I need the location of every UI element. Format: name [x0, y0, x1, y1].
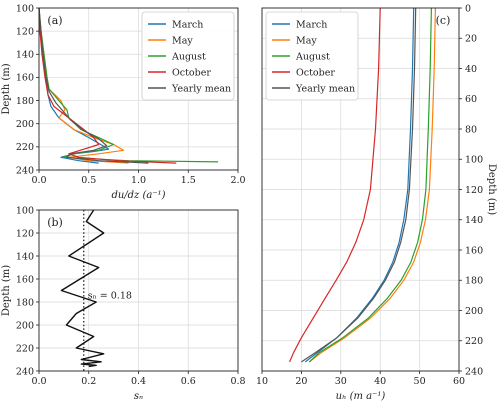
x-tick-label: 1.5	[181, 175, 196, 186]
y-tick-label: 220	[16, 142, 34, 153]
y-axis-label: Depth (m)	[486, 164, 497, 215]
legend-label: Yearly mean	[171, 84, 231, 95]
y-tick-label: 180	[465, 276, 483, 287]
series-line-august	[308, 7, 432, 363]
x-tick-label: 20	[295, 376, 307, 387]
legend-label: October	[172, 68, 211, 79]
legend-item: May	[272, 36, 317, 47]
y-tick-label: 160	[16, 274, 34, 285]
legend-item: Yearly mean	[272, 84, 355, 95]
legend: March May August October Yearly mean	[265, 11, 359, 101]
y-tick-label: 100	[465, 155, 483, 166]
x-axis-label: du/dz (a⁻¹)	[111, 190, 165, 201]
y-tick-label: 180	[16, 297, 34, 308]
y-tick-label: 200	[465, 306, 483, 317]
legend-label: March	[296, 20, 327, 31]
x-tick-label: 30	[335, 376, 347, 387]
x-axis-label: sₙ	[134, 391, 143, 402]
y-tick-label: 100	[16, 3, 34, 14]
series-line-october	[289, 7, 381, 363]
y-tick-label: 60	[465, 94, 477, 105]
y-tick-label: 240	[465, 366, 483, 377]
x-tick-label: 40	[374, 376, 386, 387]
y-tick-label: 240	[16, 366, 34, 377]
y-tick-label: 80	[465, 124, 477, 135]
panel-label: (b)	[47, 216, 63, 229]
panel-c: 10 20 30 40 50 60 0 20 40 60 80 100 120 140 160 180 200 2…	[256, 3, 497, 402]
y-tick-label: 100	[16, 205, 34, 216]
y-tick-label: 120	[16, 26, 34, 37]
x-tick-label: 0.0	[31, 175, 46, 186]
y-tick-label: 160	[465, 245, 483, 256]
y-tick-label: 140	[16, 251, 34, 262]
legend-item: August	[272, 52, 330, 63]
legend-label: March	[172, 20, 203, 31]
x-tick-label: 0.4	[131, 376, 146, 387]
legend-item: October	[148, 68, 211, 79]
x-tick-label: 60	[453, 376, 465, 387]
legend-item: Yearly mean	[148, 84, 231, 95]
legend-item: March	[148, 20, 203, 31]
y-tick-label: 220	[465, 336, 483, 347]
y-tick-label: 0	[465, 3, 471, 14]
y-tick-label: 20	[465, 34, 477, 45]
legend-box	[141, 11, 235, 101]
y-tick-label: 140	[16, 50, 34, 61]
series-line-yearly-mean	[38, 7, 149, 164]
y-tick-label: 200	[16, 320, 34, 331]
y-tick-label: 180	[16, 96, 34, 107]
legend-label: Yearly mean	[295, 84, 355, 95]
y-tick-label: 240	[16, 165, 34, 176]
x-tick-label: 50	[414, 376, 426, 387]
x-tick-label: 0.0	[31, 376, 46, 387]
legend-label: May	[296, 36, 317, 47]
y-tick-label: 120	[16, 228, 34, 239]
y-axis-label: Depth (m)	[1, 265, 12, 316]
x-tick-label: 0.5	[81, 175, 96, 186]
legend-item: May	[148, 36, 193, 47]
panel-label: (c)	[436, 14, 451, 27]
panel-label: (a)	[47, 14, 62, 27]
legend-label: October	[296, 68, 335, 79]
y-tick-label: 160	[16, 73, 34, 84]
legend-item: August	[148, 52, 206, 63]
y-tick-label: 220	[16, 343, 34, 354]
y-axis-label: Depth (m)	[1, 63, 12, 114]
series-line-yearly-mean	[301, 7, 417, 363]
legend-label: August	[171, 52, 206, 63]
series-line-october	[38, 7, 177, 164]
x-tick-label: 2.0	[230, 175, 245, 186]
x-tick-label: 10	[256, 376, 268, 387]
y-tick-label: 120	[465, 185, 483, 196]
x-tick-label: 1.0	[131, 175, 146, 186]
y-tick-label: 40	[465, 64, 477, 75]
x-axis-label: uₕ (m a⁻¹)	[336, 391, 386, 402]
x-tick-label: 0.2	[81, 376, 96, 387]
series-line-may	[308, 7, 436, 363]
y-tick-label: 140	[465, 215, 483, 226]
legend-label: August	[295, 52, 330, 63]
panel-b: sₙ = 0.18 0.0 0.2 0.4 0.6 0.8 100 120 140 160 180 2…	[1, 205, 246, 402]
series-line-sn	[60, 209, 105, 368]
x-tick-label: 0.8	[230, 376, 245, 387]
y-tick-label: 200	[16, 119, 34, 130]
legend-box	[265, 11, 359, 101]
panel-a: 0.0 0.5 1.0 1.5 2.0 100 120 140 160 180 200 220 240 d…	[1, 3, 246, 201]
legend-item: October	[272, 68, 335, 79]
legend-item: March	[272, 20, 327, 31]
x-tick-label: 0.6	[181, 376, 196, 387]
legend-label: May	[172, 36, 193, 47]
legend: March May August October Yearly mean	[141, 11, 235, 101]
reference-line-label: sₙ = 0.18	[88, 291, 132, 302]
